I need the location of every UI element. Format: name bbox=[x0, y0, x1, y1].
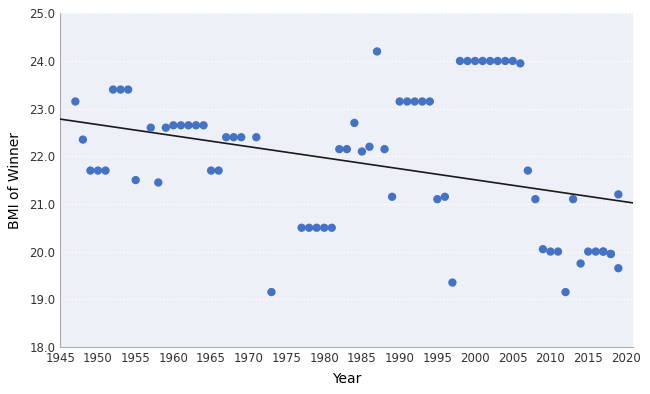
Point bbox=[575, 260, 586, 267]
Point bbox=[364, 143, 374, 150]
Point bbox=[538, 246, 548, 252]
Y-axis label: BMI of Winner: BMI of Winner bbox=[8, 132, 22, 229]
Point bbox=[500, 58, 510, 64]
Point bbox=[213, 167, 224, 174]
Point bbox=[146, 125, 156, 131]
Point bbox=[349, 120, 359, 126]
Point bbox=[410, 98, 420, 105]
Point bbox=[221, 134, 231, 140]
X-axis label: Year: Year bbox=[332, 372, 361, 386]
Point bbox=[552, 248, 563, 255]
Point bbox=[606, 251, 616, 257]
Point bbox=[432, 196, 443, 202]
Point bbox=[116, 86, 126, 93]
Point bbox=[70, 98, 81, 105]
Point bbox=[477, 58, 488, 64]
Point bbox=[395, 98, 405, 105]
Point bbox=[613, 191, 623, 197]
Point bbox=[455, 58, 465, 64]
Point bbox=[515, 60, 525, 67]
Point bbox=[161, 125, 171, 131]
Point bbox=[493, 58, 503, 64]
Point bbox=[326, 225, 337, 231]
Point bbox=[560, 289, 571, 295]
Point bbox=[176, 122, 186, 128]
Point bbox=[590, 248, 601, 255]
Point bbox=[236, 134, 246, 140]
Point bbox=[545, 248, 556, 255]
Point bbox=[168, 122, 179, 128]
Point bbox=[606, 251, 616, 257]
Point bbox=[380, 146, 390, 152]
Point bbox=[447, 279, 458, 286]
Point bbox=[568, 196, 578, 202]
Point bbox=[523, 167, 533, 174]
Point bbox=[402, 98, 412, 105]
Point bbox=[311, 225, 322, 231]
Point bbox=[470, 58, 480, 64]
Point bbox=[417, 98, 428, 105]
Point bbox=[508, 58, 518, 64]
Point bbox=[229, 134, 239, 140]
Point bbox=[583, 248, 593, 255]
Point bbox=[206, 167, 216, 174]
Point bbox=[93, 167, 103, 174]
Point bbox=[191, 122, 202, 128]
Point bbox=[198, 122, 209, 128]
Point bbox=[485, 58, 495, 64]
Point bbox=[108, 86, 118, 93]
Point bbox=[131, 177, 141, 183]
Point bbox=[78, 136, 88, 143]
Point bbox=[372, 48, 382, 55]
Point bbox=[251, 134, 261, 140]
Point bbox=[387, 193, 397, 200]
Point bbox=[424, 98, 435, 105]
Point bbox=[85, 167, 96, 174]
Point bbox=[613, 265, 623, 271]
Point bbox=[183, 122, 194, 128]
Point bbox=[439, 193, 450, 200]
Point bbox=[296, 225, 307, 231]
Point bbox=[334, 146, 345, 152]
Point bbox=[100, 167, 110, 174]
Point bbox=[357, 149, 367, 155]
Point bbox=[266, 289, 277, 295]
Point bbox=[153, 179, 164, 186]
Point bbox=[462, 58, 473, 64]
Point bbox=[123, 86, 133, 93]
Point bbox=[598, 248, 608, 255]
Point bbox=[304, 225, 315, 231]
Point bbox=[598, 248, 608, 255]
Point bbox=[530, 196, 541, 202]
Point bbox=[319, 225, 330, 231]
Point bbox=[342, 146, 352, 152]
